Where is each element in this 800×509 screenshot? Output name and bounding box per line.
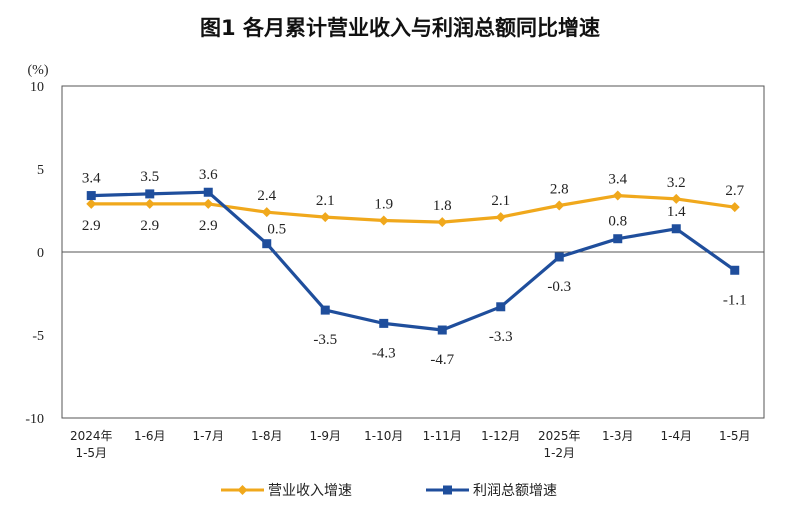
legend-diamond-marker <box>237 485 248 495</box>
profit-point <box>379 318 389 328</box>
profit-data-label: 1.4 <box>667 204 686 220</box>
revenue-point <box>729 202 740 213</box>
x-tick-label: 1-8月 <box>251 429 283 443</box>
revenue-point <box>203 198 214 209</box>
x-tick-label: 1-5月 <box>719 429 751 443</box>
profit-data-label: -0.3 <box>547 279 571 295</box>
series-line-1 <box>91 194 736 224</box>
x-tick-label: 2024年 <box>70 429 113 443</box>
revenue-data-label: 3.2 <box>667 175 686 191</box>
x-tick-label: 1-10月 <box>364 429 403 443</box>
profit-point <box>203 187 213 197</box>
x-tick-label: 1-4月 <box>660 429 692 443</box>
revenue-point <box>320 212 331 223</box>
axes-layer: (%) 10 5 0 -5 -10 2024年 1-5月 1-6月 1-7月 1-8月 1-9月 1-1… <box>25 63 765 460</box>
revenue-data-label: 2.7 <box>725 183 744 199</box>
profit-data-label: -4.7 <box>430 352 454 368</box>
profit-data-label: 3.5 <box>140 169 159 185</box>
profit-point <box>145 189 155 199</box>
revenue-point <box>612 190 623 201</box>
profit-point <box>730 265 740 275</box>
revenue-data-label: 2.1 <box>316 193 335 209</box>
revenue-point <box>437 217 448 228</box>
legend-label-1: 营业收入增速 <box>268 483 352 499</box>
x-tick-label: 2025年 <box>538 429 581 443</box>
chart-title: 图1 各月累计营业收入与利润总额同比增速 <box>200 16 600 40</box>
legend-square-marker <box>443 485 452 495</box>
series-lines <box>86 187 740 335</box>
profit-point <box>613 234 623 244</box>
x-tick-label: 1-12月 <box>481 429 520 443</box>
profit-point <box>262 239 272 249</box>
y-tick-label: -10 <box>25 412 44 427</box>
y-tick-label: -5 <box>32 329 44 344</box>
data-labels: 2.9 2.9 2.9 2.4 2.1 1.9 1.8 2.1 2.8 3.4 3.2 2.7 3.4 3… <box>82 167 747 368</box>
x-tick-label: 1-7月 <box>192 429 224 443</box>
revenue-data-label: 2.4 <box>257 188 276 204</box>
profit-data-label: -4.3 <box>372 345 396 361</box>
profit-point <box>496 302 506 312</box>
profit-point <box>437 325 447 335</box>
y-tick-label: 0 <box>37 246 44 261</box>
revenue-data-label: 2.1 <box>491 193 510 209</box>
profit-point <box>320 305 330 315</box>
revenue-data-label: 2.8 <box>550 182 569 198</box>
x-tick-label: 1-9月 <box>309 429 341 443</box>
revenue-point <box>671 193 682 204</box>
revenue-point <box>144 198 155 209</box>
x-tick-label: 1-6月 <box>134 429 166 443</box>
revenue-data-label: 2.9 <box>140 218 159 234</box>
revenue-point <box>86 198 97 209</box>
profit-data-label: -3.5 <box>313 332 337 348</box>
profit-data-label: -3.3 <box>489 329 513 345</box>
profit-point <box>554 252 564 262</box>
x-tick-label: 1-3月 <box>602 429 634 443</box>
legend: 营业收入增速 利润总额增速 <box>221 483 557 499</box>
profit-data-label: 3.6 <box>199 167 218 183</box>
legend-label-2: 利润总额增速 <box>473 483 557 499</box>
revenue-data-label: 2.9 <box>199 218 218 234</box>
profit-data-label: 3.4 <box>82 171 101 187</box>
series-line-2 <box>91 190 736 332</box>
x-tick-label: 1-11月 <box>423 429 462 443</box>
profit-data-label: 0.5 <box>267 222 286 238</box>
revenue-data-label: 1.9 <box>374 196 393 212</box>
profit-data-label: -1.1 <box>723 292 747 308</box>
y-tick-label: 5 <box>37 163 44 178</box>
y-tick-label: 10 <box>30 80 44 95</box>
profit-point <box>671 224 681 234</box>
profit-point <box>86 191 96 201</box>
revenue-point <box>261 207 272 218</box>
y-axis-unit: (%) <box>28 63 49 78</box>
revenue-data-label: 2.9 <box>82 218 101 234</box>
revenue-point <box>554 200 565 211</box>
revenue-point <box>495 212 506 223</box>
revenue-data-label: 1.8 <box>433 198 452 214</box>
profit-data-label: 0.8 <box>608 214 627 230</box>
x-tick-label: 1-2月 <box>543 446 575 460</box>
revenue-point <box>378 215 389 226</box>
x-tick-label: 1-5月 <box>75 446 107 460</box>
revenue-data-label: 3.4 <box>608 172 627 188</box>
